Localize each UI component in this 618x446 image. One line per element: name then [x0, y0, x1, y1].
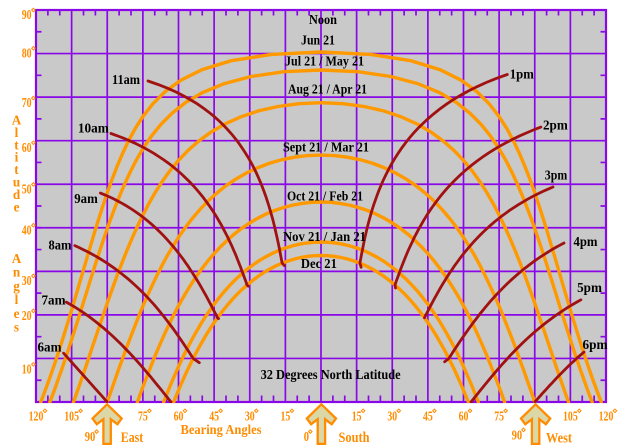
svg-text:A: A	[12, 113, 22, 128]
svg-text:0: 0	[304, 429, 309, 444]
svg-text:70: 70	[22, 95, 32, 110]
svg-text:s: s	[14, 320, 19, 335]
svg-text:Sept 21 / Mar 21: Sept 21 / Mar 21	[283, 139, 369, 154]
svg-text:6am: 6am	[38, 340, 62, 355]
svg-text:10: 10	[22, 362, 32, 377]
svg-text:4pm: 4pm	[574, 234, 598, 249]
svg-text:South: South	[339, 430, 370, 446]
svg-text:u: u	[13, 175, 20, 190]
svg-text:90: 90	[512, 427, 523, 442]
svg-text:3pm: 3pm	[545, 168, 567, 183]
svg-text:120: 120	[29, 409, 44, 424]
svg-text:9am: 9am	[74, 191, 98, 206]
svg-text:45: 45	[209, 409, 219, 424]
svg-text:e: e	[14, 199, 20, 214]
svg-text:West: West	[546, 430, 572, 446]
svg-text:30: 30	[387, 409, 397, 424]
svg-text:n: n	[13, 265, 21, 280]
svg-text:Noon: Noon	[309, 12, 338, 27]
svg-text:75: 75	[494, 409, 504, 424]
svg-text:60: 60	[459, 409, 469, 424]
svg-text:A: A	[12, 251, 22, 266]
svg-text:d: d	[13, 187, 21, 202]
svg-text:8am: 8am	[49, 238, 72, 253]
svg-text:7am: 7am	[42, 293, 66, 308]
svg-text:e: e	[14, 306, 20, 321]
svg-text:l: l	[15, 292, 19, 307]
svg-text:Jul 21 / May 21: Jul 21 / May 21	[285, 54, 364, 69]
svg-text:50: 50	[22, 182, 32, 197]
svg-text:30: 30	[245, 409, 255, 424]
svg-text:i: i	[15, 150, 19, 165]
svg-text:Dec 21: Dec 21	[301, 256, 337, 271]
svg-text:Bearing Angles: Bearing Angles	[181, 422, 262, 437]
svg-text:l: l	[15, 125, 19, 140]
svg-text:t: t	[14, 137, 19, 152]
svg-text:30: 30	[22, 273, 32, 288]
svg-text:11am: 11am	[112, 72, 140, 87]
svg-text:105: 105	[563, 409, 578, 424]
svg-text:15: 15	[352, 409, 362, 424]
svg-text:105: 105	[64, 409, 79, 424]
svg-text:90: 90	[85, 429, 96, 444]
svg-text:32 Degrees North Latitude: 32 Degrees North Latitude	[261, 367, 401, 382]
svg-text:40: 40	[22, 222, 32, 237]
svg-text:6pm: 6pm	[583, 337, 608, 352]
svg-text:10am: 10am	[78, 121, 109, 136]
svg-text:2pm: 2pm	[543, 118, 568, 133]
svg-text:5pm: 5pm	[577, 280, 602, 295]
svg-text:Nov 21 / Jan 21: Nov 21 / Jan 21	[283, 229, 366, 244]
svg-text:1pm: 1pm	[510, 66, 534, 81]
svg-text:75: 75	[138, 409, 148, 424]
svg-text:90: 90	[22, 7, 32, 22]
svg-text:g: g	[13, 278, 20, 293]
svg-text:t: t	[14, 162, 19, 177]
svg-text:60: 60	[174, 409, 184, 424]
svg-text:Aug 21 / Apr 21: Aug 21 / Apr 21	[288, 82, 367, 97]
svg-text:20: 20	[22, 308, 32, 323]
svg-text:East: East	[121, 430, 144, 446]
svg-text:Jun 21: Jun 21	[301, 33, 335, 48]
svg-text:60: 60	[22, 140, 32, 155]
svg-text:Oct 21 / Feb 21: Oct 21 / Feb 21	[287, 188, 363, 203]
svg-text:15: 15	[280, 409, 290, 424]
svg-text:45: 45	[423, 409, 433, 424]
svg-text:120: 120	[599, 409, 614, 424]
svg-text:80: 80	[22, 45, 32, 60]
